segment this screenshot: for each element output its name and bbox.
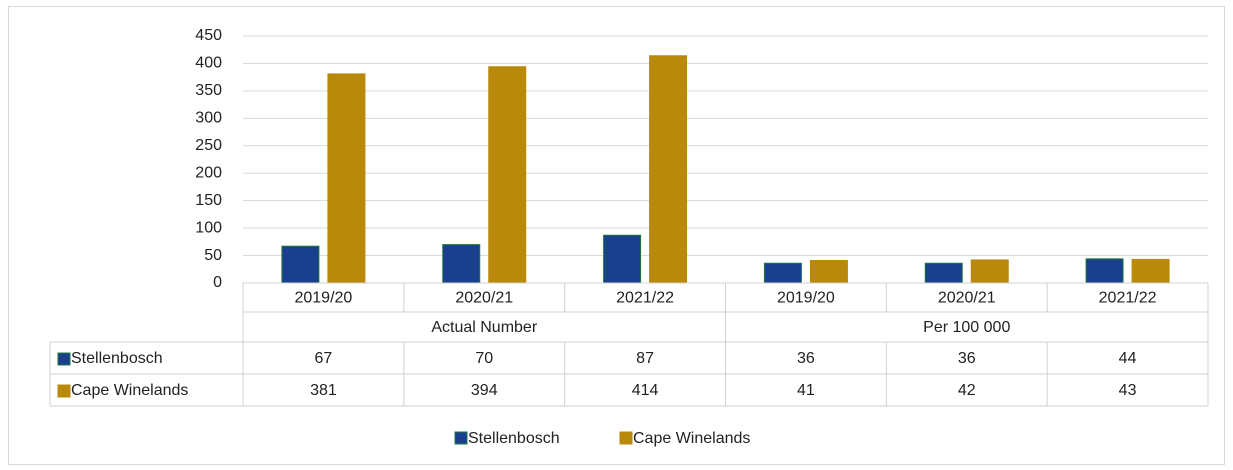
y-tick-label: 0 [213,274,222,291]
table-value: 44 [1119,350,1137,367]
x-tick-label: 2019/20 [777,290,835,307]
x-tick-label: 2019/20 [294,290,352,307]
y-tick-label: 100 [195,219,222,236]
table-value: 43 [1119,382,1137,399]
legend-label: Stellenbosch [468,430,560,447]
legend-key [619,431,633,445]
bar [603,234,642,284]
bar [327,73,366,284]
legend-label: Cape Winelands [633,430,750,447]
bar [649,55,688,284]
x-tick-label: 2020/21 [938,290,996,307]
bar [488,66,527,284]
table-value: 394 [471,382,498,399]
bar [763,262,802,284]
table-value: 70 [475,350,493,367]
y-tick-label: 300 [195,110,222,127]
table-value: 67 [315,350,333,367]
table-value: 36 [958,350,976,367]
bar [1085,258,1124,284]
table-value: 87 [636,350,654,367]
bar [809,259,848,284]
table-value: 414 [632,382,659,399]
x-tick-label: 2021/22 [616,290,674,307]
bar [924,262,963,284]
group-label: Actual Number [431,319,537,336]
bar [281,245,320,284]
legend-key [57,384,71,398]
group-label: Per 100 000 [923,319,1010,336]
y-tick-label: 50 [204,247,222,264]
y-tick-label: 450 [195,27,222,44]
bar [442,244,481,284]
y-tick-label: 350 [195,82,222,99]
y-tick-label: 150 [195,192,222,209]
table-value: 42 [958,382,976,399]
bar [1131,258,1170,284]
x-tick-label: 2020/21 [455,290,513,307]
x-tick-label: 2021/22 [1099,290,1157,307]
table-value: 36 [797,350,815,367]
row-label: Stellenbosch [71,350,163,367]
y-tick-label: 400 [195,55,222,72]
row-label: Cape Winelands [71,382,188,399]
legend-key [57,352,71,366]
y-tick-label: 250 [195,137,222,154]
table-value: 41 [797,382,815,399]
legend-key [454,431,468,445]
y-tick-label: 200 [195,164,222,181]
bar [970,259,1009,284]
table-value: 381 [310,382,337,399]
